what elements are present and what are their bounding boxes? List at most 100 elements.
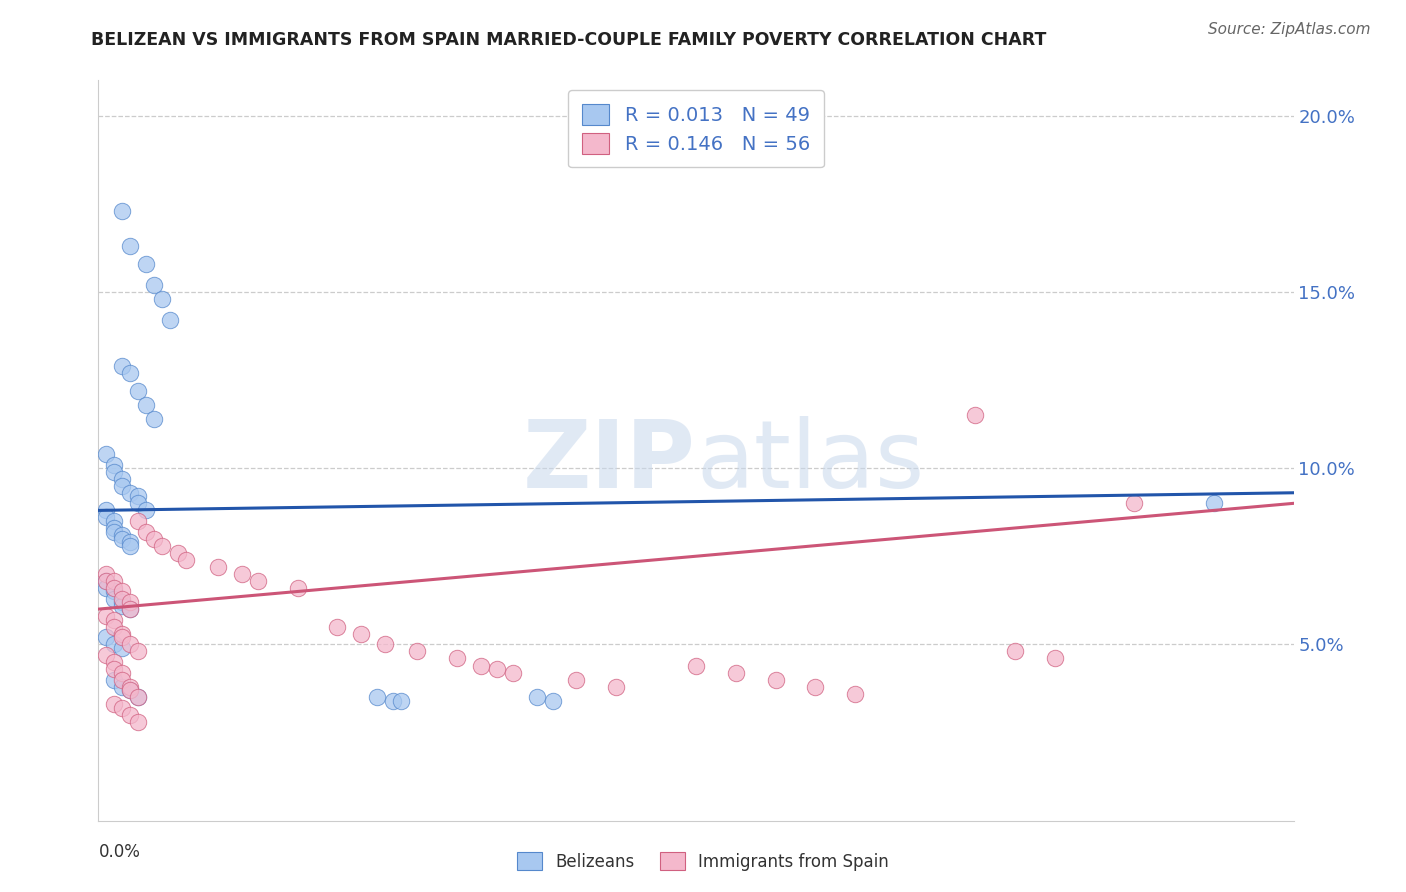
Point bbox=[103, 574, 125, 588]
Point bbox=[485, 662, 508, 676]
Point bbox=[127, 384, 149, 398]
Legend: R = 0.013   N = 49, R = 0.146   N = 56: R = 0.013 N = 49, R = 0.146 N = 56 bbox=[568, 90, 824, 168]
Point bbox=[127, 489, 149, 503]
Point bbox=[150, 292, 173, 306]
Point bbox=[565, 673, 588, 687]
Point bbox=[96, 503, 118, 517]
Legend: Belizeans, Immigrants from Spain: Belizeans, Immigrants from Spain bbox=[509, 844, 897, 880]
Point bbox=[96, 648, 118, 662]
Point bbox=[111, 599, 134, 613]
Point bbox=[135, 257, 157, 271]
Point bbox=[111, 532, 134, 546]
Point bbox=[120, 602, 142, 616]
Point bbox=[135, 524, 157, 539]
Point bbox=[103, 591, 125, 606]
Point bbox=[111, 665, 134, 680]
Point bbox=[605, 680, 627, 694]
Point bbox=[111, 630, 134, 644]
Point bbox=[1123, 496, 1146, 510]
Point bbox=[127, 714, 149, 729]
Point bbox=[103, 465, 125, 479]
Point bbox=[135, 503, 157, 517]
Point bbox=[382, 694, 405, 708]
Text: atlas: atlas bbox=[696, 416, 924, 508]
Point bbox=[1004, 644, 1026, 658]
Point bbox=[111, 595, 134, 609]
Point bbox=[103, 521, 125, 535]
Point bbox=[502, 665, 524, 680]
Point bbox=[127, 690, 149, 705]
Point bbox=[120, 485, 142, 500]
Point bbox=[150, 539, 173, 553]
Point bbox=[111, 627, 134, 641]
Point bbox=[103, 458, 125, 472]
Point bbox=[103, 613, 125, 627]
Point bbox=[470, 658, 492, 673]
Point bbox=[111, 479, 134, 493]
Point bbox=[143, 277, 166, 292]
Point bbox=[103, 698, 125, 712]
Point bbox=[103, 662, 125, 676]
Point bbox=[103, 673, 125, 687]
Point bbox=[287, 581, 309, 595]
Text: Source: ZipAtlas.com: Source: ZipAtlas.com bbox=[1208, 22, 1371, 37]
Point bbox=[96, 510, 118, 524]
Point bbox=[120, 683, 142, 698]
Point bbox=[246, 574, 269, 588]
Point bbox=[111, 591, 134, 606]
Point bbox=[103, 584, 125, 599]
Point bbox=[366, 690, 388, 705]
Point bbox=[127, 690, 149, 705]
Point bbox=[111, 472, 134, 486]
Point bbox=[120, 595, 142, 609]
Point bbox=[111, 203, 134, 218]
Point bbox=[120, 707, 142, 722]
Point bbox=[526, 690, 548, 705]
Point bbox=[724, 665, 747, 680]
Point bbox=[120, 683, 142, 698]
Point bbox=[127, 496, 149, 510]
Point bbox=[231, 566, 253, 581]
Point bbox=[120, 680, 142, 694]
Point bbox=[765, 673, 787, 687]
Point bbox=[406, 644, 429, 658]
Point bbox=[127, 514, 149, 528]
Point bbox=[120, 366, 142, 380]
Point bbox=[120, 239, 142, 253]
Point bbox=[111, 673, 134, 687]
Point bbox=[111, 528, 134, 542]
Point bbox=[685, 658, 707, 673]
Point bbox=[111, 640, 134, 655]
Point bbox=[96, 609, 118, 624]
Point bbox=[96, 630, 118, 644]
Point bbox=[96, 447, 118, 461]
Point bbox=[96, 566, 118, 581]
Point bbox=[111, 701, 134, 715]
Point bbox=[120, 637, 142, 651]
Point bbox=[1043, 651, 1066, 665]
Point bbox=[103, 524, 125, 539]
Point bbox=[96, 574, 118, 588]
Point bbox=[103, 655, 125, 669]
Point bbox=[135, 398, 157, 412]
Text: ZIP: ZIP bbox=[523, 416, 696, 508]
Point bbox=[103, 620, 125, 634]
Point bbox=[389, 694, 412, 708]
Point bbox=[111, 680, 134, 694]
Point bbox=[207, 559, 229, 574]
Point bbox=[167, 546, 190, 560]
Point bbox=[96, 574, 118, 588]
Point bbox=[804, 680, 827, 694]
Point bbox=[96, 581, 118, 595]
Point bbox=[446, 651, 468, 665]
Point bbox=[120, 535, 142, 549]
Point bbox=[541, 694, 564, 708]
Point bbox=[143, 532, 166, 546]
Point bbox=[120, 539, 142, 553]
Point bbox=[120, 602, 142, 616]
Point bbox=[103, 514, 125, 528]
Point bbox=[103, 637, 125, 651]
Point bbox=[963, 408, 986, 422]
Point bbox=[326, 620, 349, 634]
Point bbox=[143, 411, 166, 425]
